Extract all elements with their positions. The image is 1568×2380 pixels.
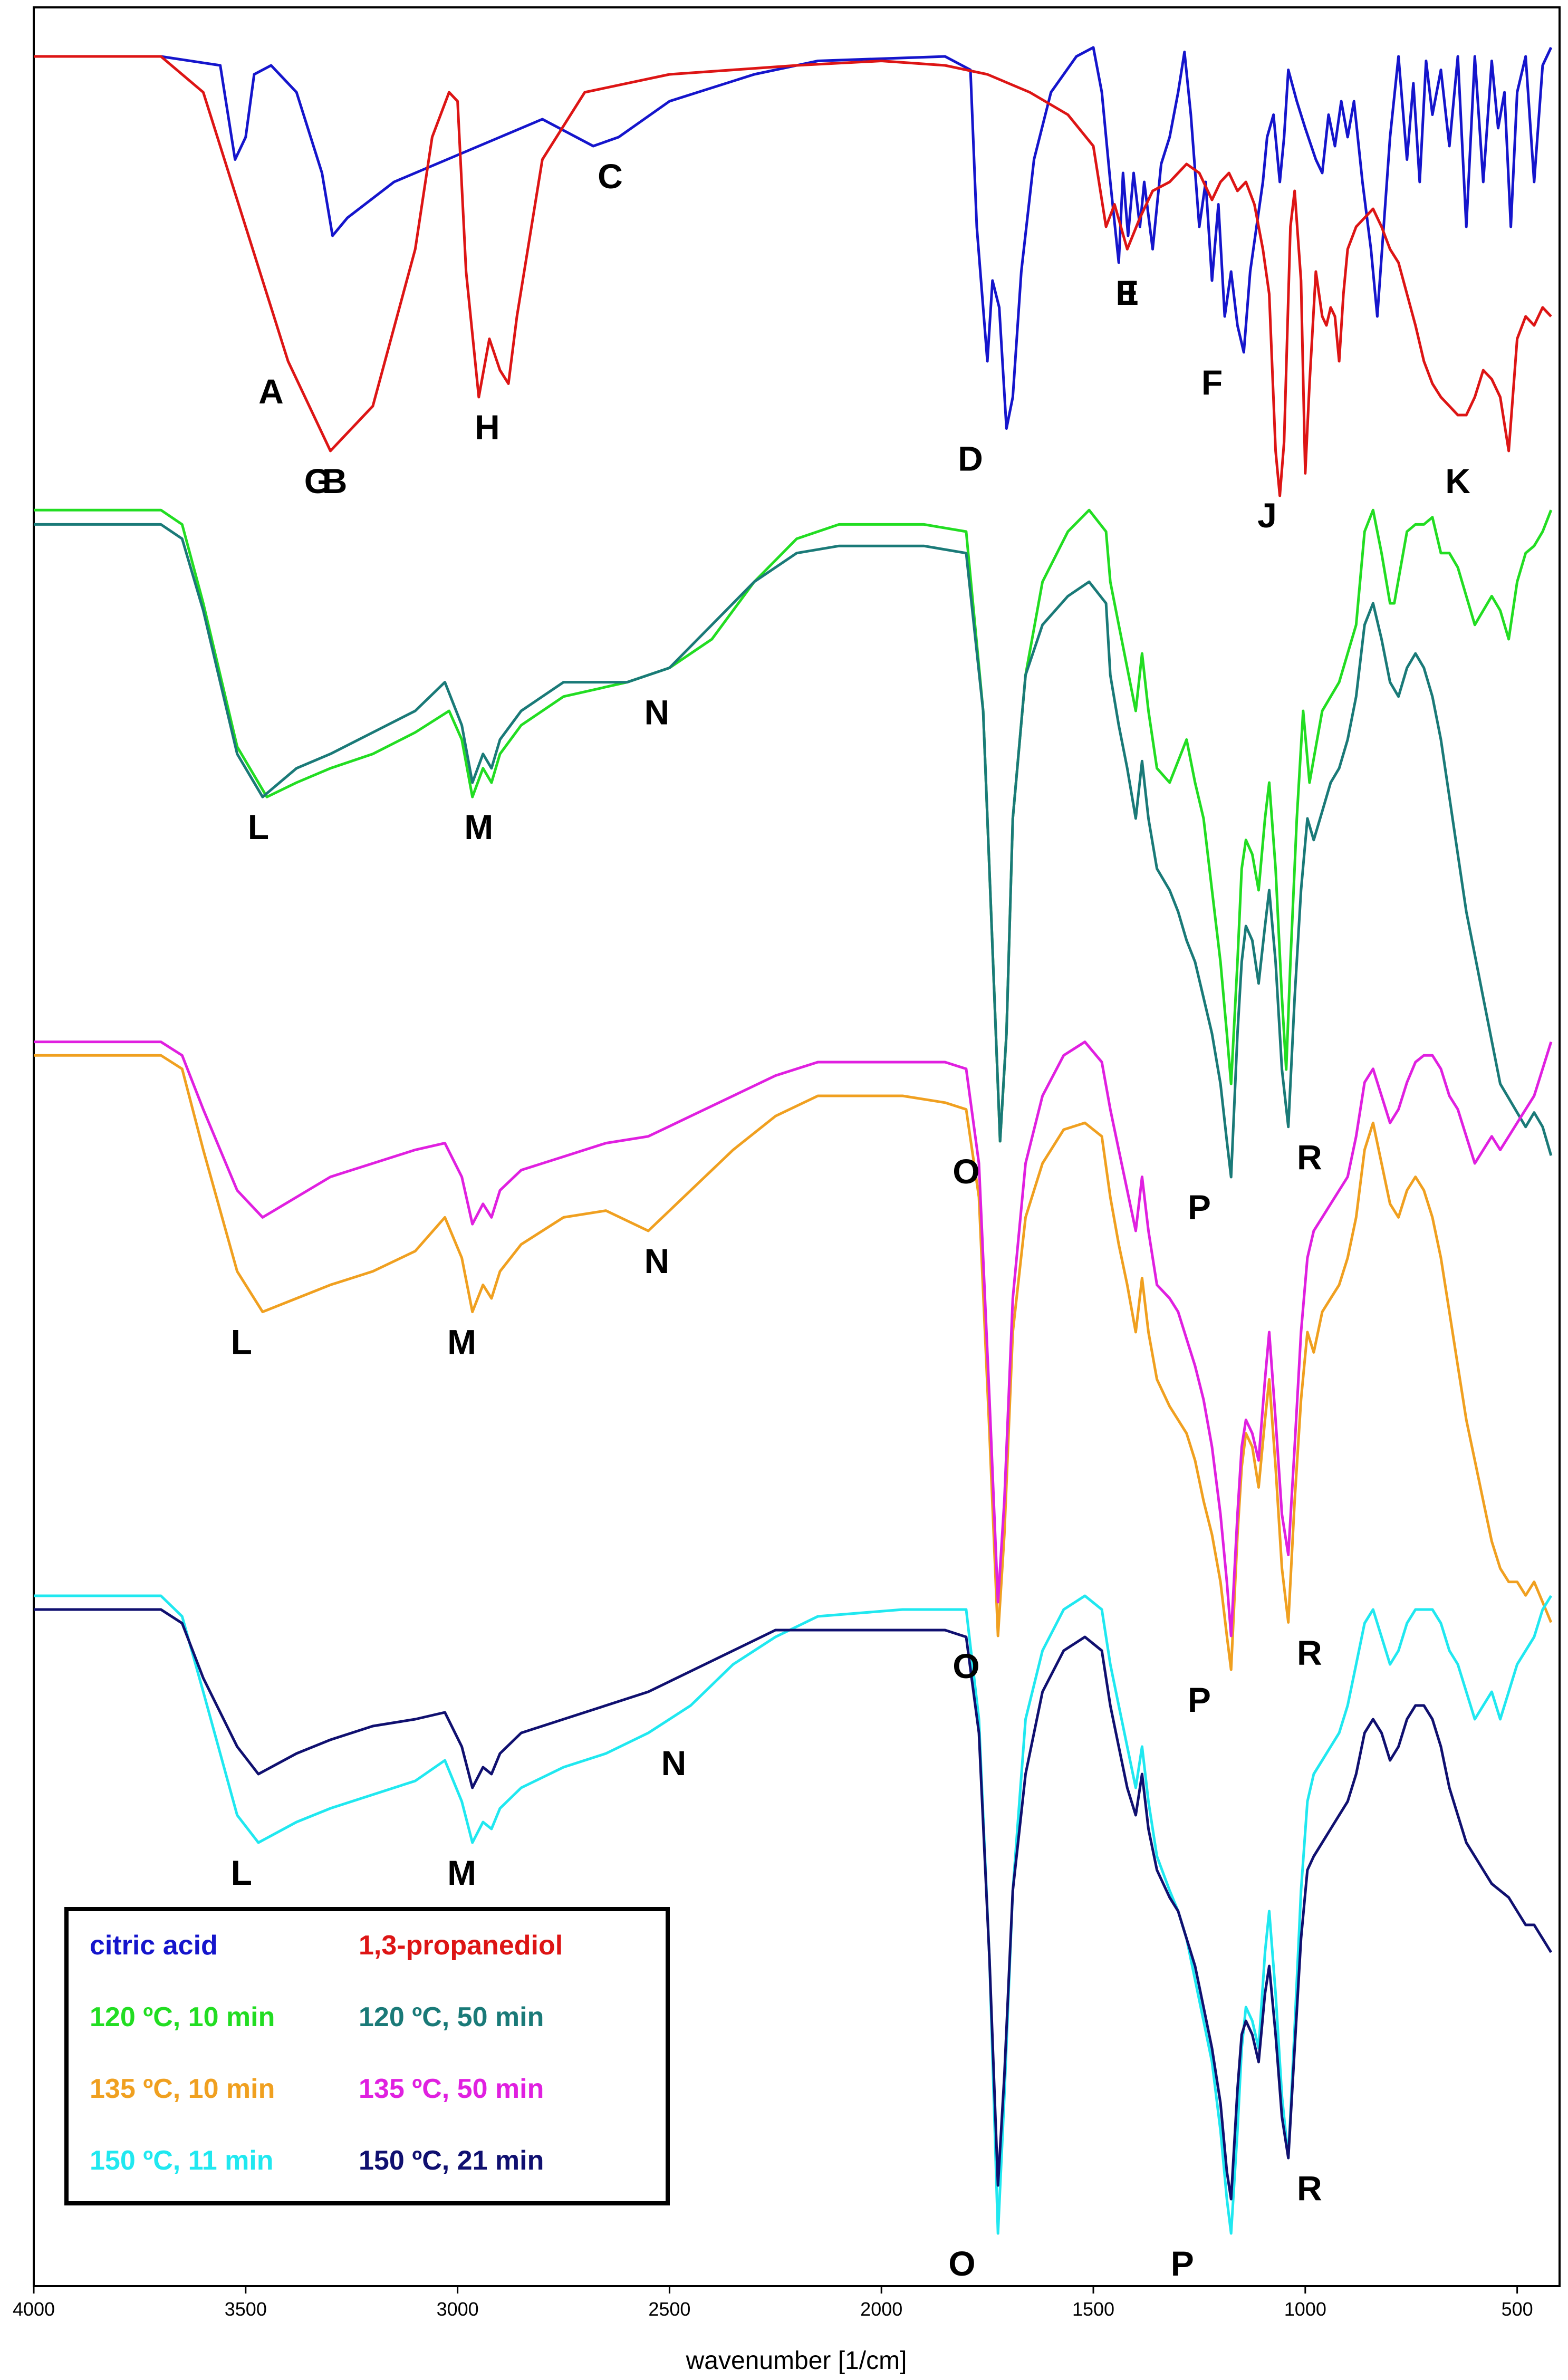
series-line (34, 46, 1553, 430)
peak-label: M (447, 1323, 476, 1362)
peak-label: N (661, 1743, 687, 1782)
legend-item: 135 ºC, 10 min (90, 2074, 275, 2104)
legend-item: 120 ºC, 50 min (359, 2002, 544, 2032)
legend-box (64, 1907, 670, 2205)
legend-item: 135 ºC, 50 min (359, 2074, 544, 2104)
peak-label: M (464, 807, 493, 846)
peak-label: G (304, 461, 331, 500)
x-tick-label: 1000 (1284, 2298, 1326, 2320)
peak-label: R (1297, 1138, 1322, 1177)
series-line (34, 55, 1552, 497)
legend: citric acid 1,3-propanediol 120 ºC, 10 min… (64, 1907, 670, 2205)
peak-label: O (953, 1646, 979, 1685)
peak-label: L (231, 1323, 252, 1362)
series-line (34, 1594, 1553, 2235)
peak-label: K (1445, 461, 1470, 500)
peak-label: H (475, 408, 500, 447)
peak-label: R (1297, 2169, 1322, 2208)
x-tick-label: 500 (1502, 2298, 1533, 2320)
peak-label: E (1115, 273, 1139, 312)
peak-label: N (644, 1241, 669, 1280)
peak-label: L (248, 807, 269, 846)
x-tick-label: 1500 (1072, 2298, 1114, 2320)
peak-label: P (1188, 1188, 1211, 1227)
series-line (34, 1054, 1553, 1671)
peak-label: A (258, 372, 284, 411)
x-axis: 4000 3500 3000 2500 2000 1500 1000 500 (13, 2286, 1533, 2320)
peak-label: N (644, 693, 669, 732)
legend-item: citric acid (90, 1930, 218, 1961)
peak-label: D (958, 439, 983, 478)
peak-label: I (1127, 273, 1136, 312)
peak-label: J (1257, 496, 1277, 535)
peak-label: F (1201, 363, 1223, 402)
peak-label: O (948, 2244, 975, 2283)
peak-label: O (953, 1152, 979, 1191)
legend-item: 150 ºC, 21 min (359, 2145, 544, 2176)
series-line (34, 1608, 1553, 2201)
x-tick-label: 3000 (437, 2298, 479, 2320)
peak-labels: A B C D E F G H I J K L M N O P R L M N O P R L M N O P R (231, 157, 1471, 2283)
peak-label: R (1297, 1633, 1322, 1672)
x-axis-label: wavenumber [1/cm] (686, 2347, 907, 2375)
spectra (34, 46, 1553, 2235)
peak-label: C (598, 157, 623, 196)
peak-label: B (322, 461, 348, 500)
peak-label: M (447, 1853, 476, 1892)
series-line (34, 1040, 1553, 1637)
peak-label: L (231, 1853, 252, 1892)
x-tick-label: 3500 (225, 2298, 267, 2320)
series-line (34, 508, 1553, 1143)
legend-item: 150 ºC, 11 min (90, 2145, 274, 2176)
x-tick-label: 4000 (13, 2298, 55, 2320)
legend-item: 120 ºC, 10 min (90, 2002, 275, 2032)
x-tick-label: 2000 (860, 2298, 902, 2320)
peak-label: P (1188, 1680, 1211, 1719)
series-line (34, 523, 1553, 1179)
x-tick-label: 2500 (648, 2298, 690, 2320)
legend-item: 1,3-propanediol (359, 1930, 563, 1961)
peak-label: P (1171, 2244, 1194, 2283)
